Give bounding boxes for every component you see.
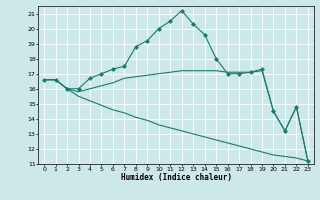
X-axis label: Humidex (Indice chaleur): Humidex (Indice chaleur) — [121, 173, 231, 182]
